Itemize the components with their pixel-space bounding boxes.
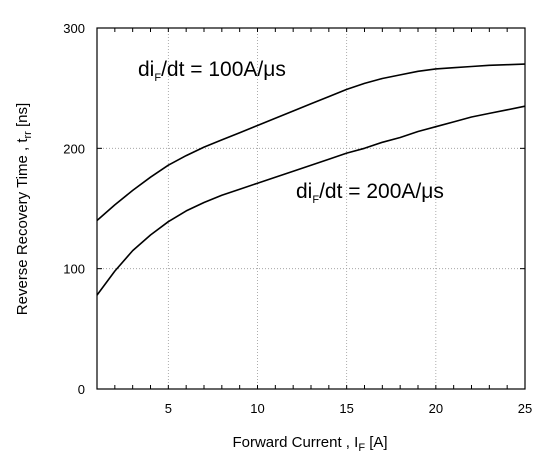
annotation-series-1: diF/dt = 100A/μs — [138, 58, 286, 84]
x-tick-label: 10 — [250, 401, 264, 416]
y-axis-title: Reverse Recovery Time , trr [ns] — [14, 103, 34, 315]
y-tick-label: 100 — [63, 262, 85, 277]
y-tick-label: 300 — [63, 21, 85, 36]
x-tick-label: 25 — [518, 401, 532, 416]
x-tick-label: 5 — [165, 401, 172, 416]
minor-ticks — [96, 27, 526, 390]
series-line-1 — [96, 63, 526, 222]
series-lines — [96, 63, 526, 296]
y-tick-label: 200 — [63, 141, 85, 156]
x-tick-labels: 5 10 15 20 25 — [165, 401, 533, 416]
annotation-series-2: diF/dt = 200A/μs — [296, 180, 444, 206]
grid — [97, 28, 525, 389]
x-axis-title: Forward Current , IF [A] — [232, 434, 387, 454]
x-tick-label: 20 — [429, 401, 443, 416]
x-tick-label: 15 — [339, 401, 353, 416]
series-line-2 — [96, 105, 526, 296]
y-tick-label: 0 — [78, 382, 85, 397]
y-tick-labels: 0 100 200 300 — [63, 21, 85, 397]
plot-frame — [96, 27, 526, 390]
